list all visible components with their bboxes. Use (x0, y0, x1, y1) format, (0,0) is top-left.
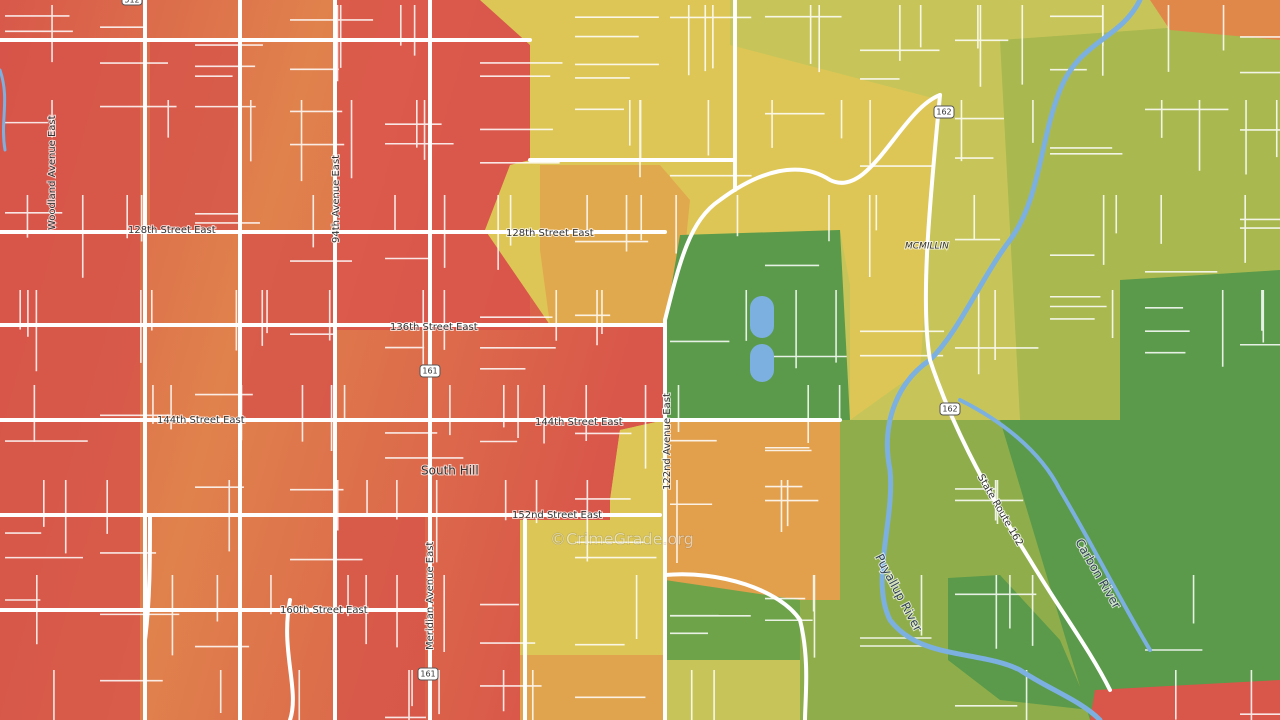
street-label: 160th Street East (280, 605, 368, 616)
shield-number: 512 (124, 0, 139, 5)
major-roads (0, 0, 1112, 720)
avenue-label: 94th Avenue East (331, 155, 342, 243)
route-shield: 162 (933, 105, 955, 119)
street-label: 128th Street East (506, 228, 594, 239)
watermark: ©CrimeGrade.org (550, 530, 694, 549)
avenue-label: 122nd Avenue East (662, 393, 673, 490)
place-label: MCMILLIN (905, 242, 949, 252)
street-label: 136th Street East (390, 322, 478, 333)
avenue-label: Woodland Avenue East (47, 115, 58, 230)
shields: 512 162 161 162 161 (121, 0, 961, 681)
street-label: 152nd Street East (512, 510, 602, 521)
place-label: South Hill (421, 464, 479, 478)
street-label: 144th Street East (157, 415, 245, 426)
shield-number: 162 (936, 108, 951, 117)
street-label: 128th Street East (128, 225, 216, 236)
route-shield: 512 (121, 0, 143, 6)
pond (750, 344, 774, 382)
shield-number: 161 (420, 670, 435, 679)
shield-number: 162 (942, 405, 957, 414)
route-shield: 161 (417, 667, 439, 681)
route-shield: 161 (419, 364, 441, 378)
avenue-label: Meridian Avenue East (425, 542, 436, 650)
street-label: 144th Street East (535, 417, 623, 428)
pond (750, 296, 774, 338)
route-shield: 162 (939, 402, 961, 416)
shield-number: 161 (422, 367, 437, 376)
rivers (0, 0, 1152, 720)
